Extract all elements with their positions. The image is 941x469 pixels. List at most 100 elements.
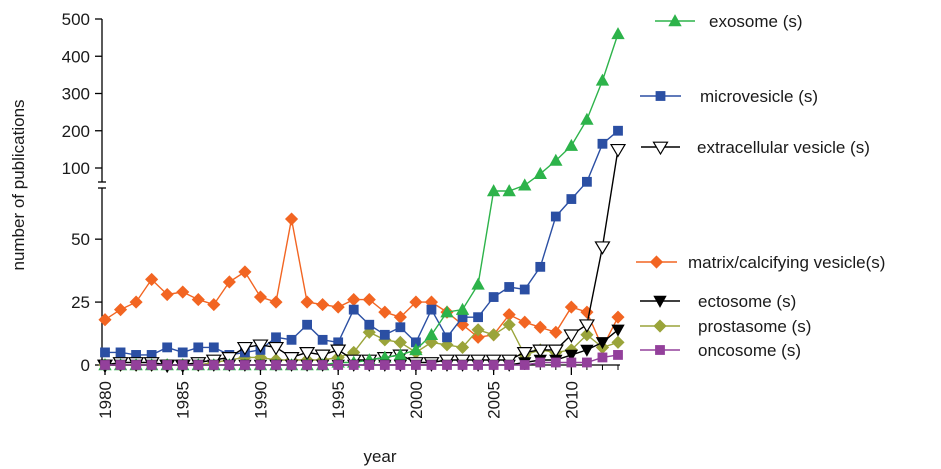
series-line (105, 130, 619, 356)
data-point (393, 335, 407, 349)
legend-marker (655, 345, 665, 355)
data-point (611, 310, 625, 324)
data-point (518, 315, 532, 329)
data-point (100, 360, 110, 370)
data-point (236, 341, 253, 356)
legend-entry-3: matrix/calcifying vesicle(s) (636, 253, 885, 272)
data-point (411, 360, 421, 370)
data-point (518, 178, 532, 191)
legend: exosome (s) microvesicle (s) extracellular… (636, 12, 885, 360)
legend-entry-2: extracellular vesicle (s) (641, 138, 870, 157)
legend-entry-4: ectosome (s) (640, 292, 796, 311)
data-point (240, 360, 250, 370)
y-tick-label: 25 (71, 293, 90, 312)
data-point (611, 324, 625, 337)
y-tick-label: 400 (62, 47, 90, 66)
data-point (286, 360, 297, 370)
data-point (550, 211, 561, 222)
x-tick-label: 1990 (251, 381, 270, 419)
x-axis-title: year (363, 447, 396, 466)
legend-entry-0: exosome (s) (655, 12, 803, 31)
data-point (362, 293, 376, 307)
x-tick-label: 2010 (562, 381, 581, 419)
y-tick-label: 500 (62, 10, 90, 29)
data-point (160, 287, 174, 302)
y-tick-label: 200 (62, 122, 90, 141)
data-point (595, 73, 610, 86)
data-point (379, 360, 390, 370)
data-point (267, 341, 285, 356)
legend-entry-1: microvesicle (s) (640, 87, 818, 106)
data-point (609, 143, 627, 158)
legend-label: matrix/calcifying vesicle(s) (688, 253, 885, 272)
legend-label: prostasome (s) (698, 317, 811, 336)
legend-marker (652, 141, 669, 156)
data-point (504, 360, 515, 370)
data-point (532, 344, 549, 359)
legend-entry-6: oncosome (s) (640, 341, 801, 360)
series-layer (96, 27, 627, 374)
data-point (566, 194, 577, 204)
legend-label: oncosome (s) (698, 341, 801, 360)
legend-label: exosome (s) (709, 12, 803, 31)
data-point (594, 241, 611, 255)
data-point (409, 295, 423, 309)
data-point (487, 328, 501, 342)
data-point (302, 360, 312, 370)
data-point (563, 329, 580, 343)
x-tick-label: 2000 (407, 381, 426, 419)
x-tick-label: 1985 (174, 381, 193, 419)
data-point (224, 360, 235, 370)
series-6 (100, 350, 623, 370)
data-point (208, 342, 219, 353)
axes: 0 25 50 100 200 300 400 500 1980 1985 1990 1995 2000… (62, 10, 620, 419)
legend-marker (668, 14, 682, 27)
data-point (177, 347, 188, 358)
data-point (549, 153, 563, 166)
legend-marker (649, 255, 664, 269)
data-point (348, 360, 359, 370)
data-point (252, 339, 269, 354)
data-point (162, 342, 173, 353)
data-point (300, 295, 314, 309)
data-point (597, 352, 608, 363)
data-point (208, 360, 219, 370)
data-point (115, 347, 126, 358)
data-point (502, 318, 516, 332)
x-tick-label: 1980 (96, 381, 115, 419)
data-point (455, 302, 470, 315)
data-point (426, 360, 437, 370)
data-point (457, 360, 468, 370)
series-line (104, 218, 619, 350)
data-point (317, 360, 328, 370)
data-point (299, 347, 316, 361)
data-point (533, 166, 547, 179)
data-point (333, 360, 344, 370)
data-point (395, 322, 406, 333)
data-point (317, 334, 328, 345)
data-point (580, 305, 594, 319)
data-point (393, 348, 408, 361)
data-point (595, 337, 610, 350)
series-line (105, 354, 619, 366)
data-point (516, 347, 533, 361)
data-point (582, 176, 592, 187)
data-point (113, 303, 128, 317)
data-point (145, 272, 159, 286)
data-point (564, 349, 579, 362)
data-point (269, 295, 283, 309)
legend-marker (653, 319, 667, 333)
data-point (176, 285, 190, 299)
data-point (426, 304, 437, 315)
series-1 (100, 125, 623, 360)
data-point (549, 325, 563, 339)
data-point (146, 360, 157, 370)
data-point (193, 342, 204, 353)
data-point (271, 360, 281, 370)
data-point (330, 344, 347, 359)
data-point (580, 328, 594, 342)
data-point (611, 27, 625, 40)
data-point (613, 125, 623, 136)
data-point (580, 344, 594, 357)
